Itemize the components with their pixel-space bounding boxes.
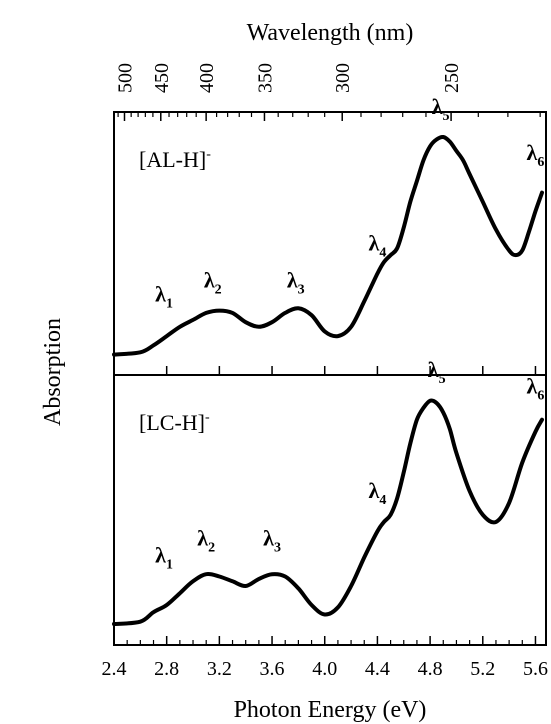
x-tick-label: 4.8: [418, 658, 443, 680]
peak-label-subscript: 3: [274, 541, 281, 556]
panel-label-superscript: -: [206, 147, 211, 162]
x-tick-label: 5.6: [523, 658, 548, 680]
peak-label: λ2: [204, 267, 222, 297]
top-tick-label: 500: [114, 63, 136, 93]
panel-label: [AL-H]-: [139, 147, 211, 172]
peak-label: λ3: [287, 267, 305, 297]
peak-label-symbol: λ: [432, 94, 443, 119]
x-tick-label: 4.4: [365, 658, 390, 680]
plot-frame: [113, 111, 547, 646]
peak-label: λ5: [428, 357, 446, 387]
spectrum-line-2: [112, 398, 544, 626]
x-tick-label: 3.6: [260, 658, 285, 680]
peak-label-symbol: λ: [263, 526, 274, 551]
peak-label-symbol: λ: [155, 542, 166, 567]
top-tick-label: 300: [332, 63, 354, 93]
y-axis-title: Absorption: [40, 318, 66, 426]
top-tick-label: 350: [254, 63, 276, 93]
peak-label-subscript: 6: [537, 155, 544, 170]
peak-label-subscript: 5: [439, 372, 446, 387]
peak-label-subscript: 4: [379, 493, 386, 508]
panel-label-text: [LC-H]: [139, 410, 205, 435]
x-tick-label: 2.4: [102, 658, 127, 680]
peak-label: λ4: [369, 478, 387, 508]
peak-label-subscript: 2: [208, 541, 215, 556]
peak-label-symbol: λ: [197, 526, 208, 551]
peak-label-subscript: 1: [166, 557, 173, 572]
x-axis-title: Photon Energy (eV): [234, 697, 427, 723]
panel-label-text: [AL-H]: [139, 147, 206, 172]
peak-label: λ3: [263, 526, 281, 556]
top-tick-label: 450: [151, 63, 173, 93]
peak-label-symbol: λ: [527, 374, 538, 399]
peak-label: λ5: [432, 94, 450, 124]
peak-label-symbol: λ: [428, 357, 439, 382]
chart-area: 2.4 2.8 3.2 3.6 4.0 4.4 4.8 5.2 5.6 500 450 400 350 3…: [102, 63, 548, 680]
x-tick-label: 5.2: [470, 658, 495, 680]
x-tick-label: 2.8: [154, 658, 179, 680]
peak-label-subscript: 2: [215, 282, 222, 297]
top-axis-title: Wavelength (nm): [247, 20, 414, 46]
peak-label: λ1: [155, 542, 173, 572]
peak-label-subscript: 4: [379, 245, 386, 260]
x-tick-label: 4.0: [312, 658, 337, 680]
peak-label-subscript: 6: [537, 389, 544, 404]
peak-label-symbol: λ: [527, 140, 538, 165]
panel-label-superscript: -: [205, 410, 210, 425]
panel-label: [LC-H]-: [139, 410, 210, 435]
peak-label: λ6: [527, 374, 545, 404]
peak-label-symbol: λ: [204, 267, 215, 292]
peak-label-symbol: λ: [155, 281, 166, 306]
peak-label: λ1: [155, 281, 173, 311]
spectrum-line-1: [112, 134, 544, 357]
peak-label: λ2: [197, 526, 215, 556]
peak-label-symbol: λ: [287, 267, 298, 292]
peak-label: λ4: [369, 230, 387, 260]
top-tick-label: 400: [196, 63, 218, 93]
x-tick-label: 3.2: [207, 658, 232, 680]
peak-label-symbol: λ: [369, 478, 380, 503]
top-tick-label: 250: [441, 63, 463, 93]
peak-label-subscript: 1: [166, 296, 173, 311]
peak-label: λ6: [527, 140, 545, 170]
peak-label-symbol: λ: [369, 230, 380, 255]
peak-label-subscript: 5: [443, 109, 450, 124]
peak-label-subscript: 3: [298, 282, 305, 297]
